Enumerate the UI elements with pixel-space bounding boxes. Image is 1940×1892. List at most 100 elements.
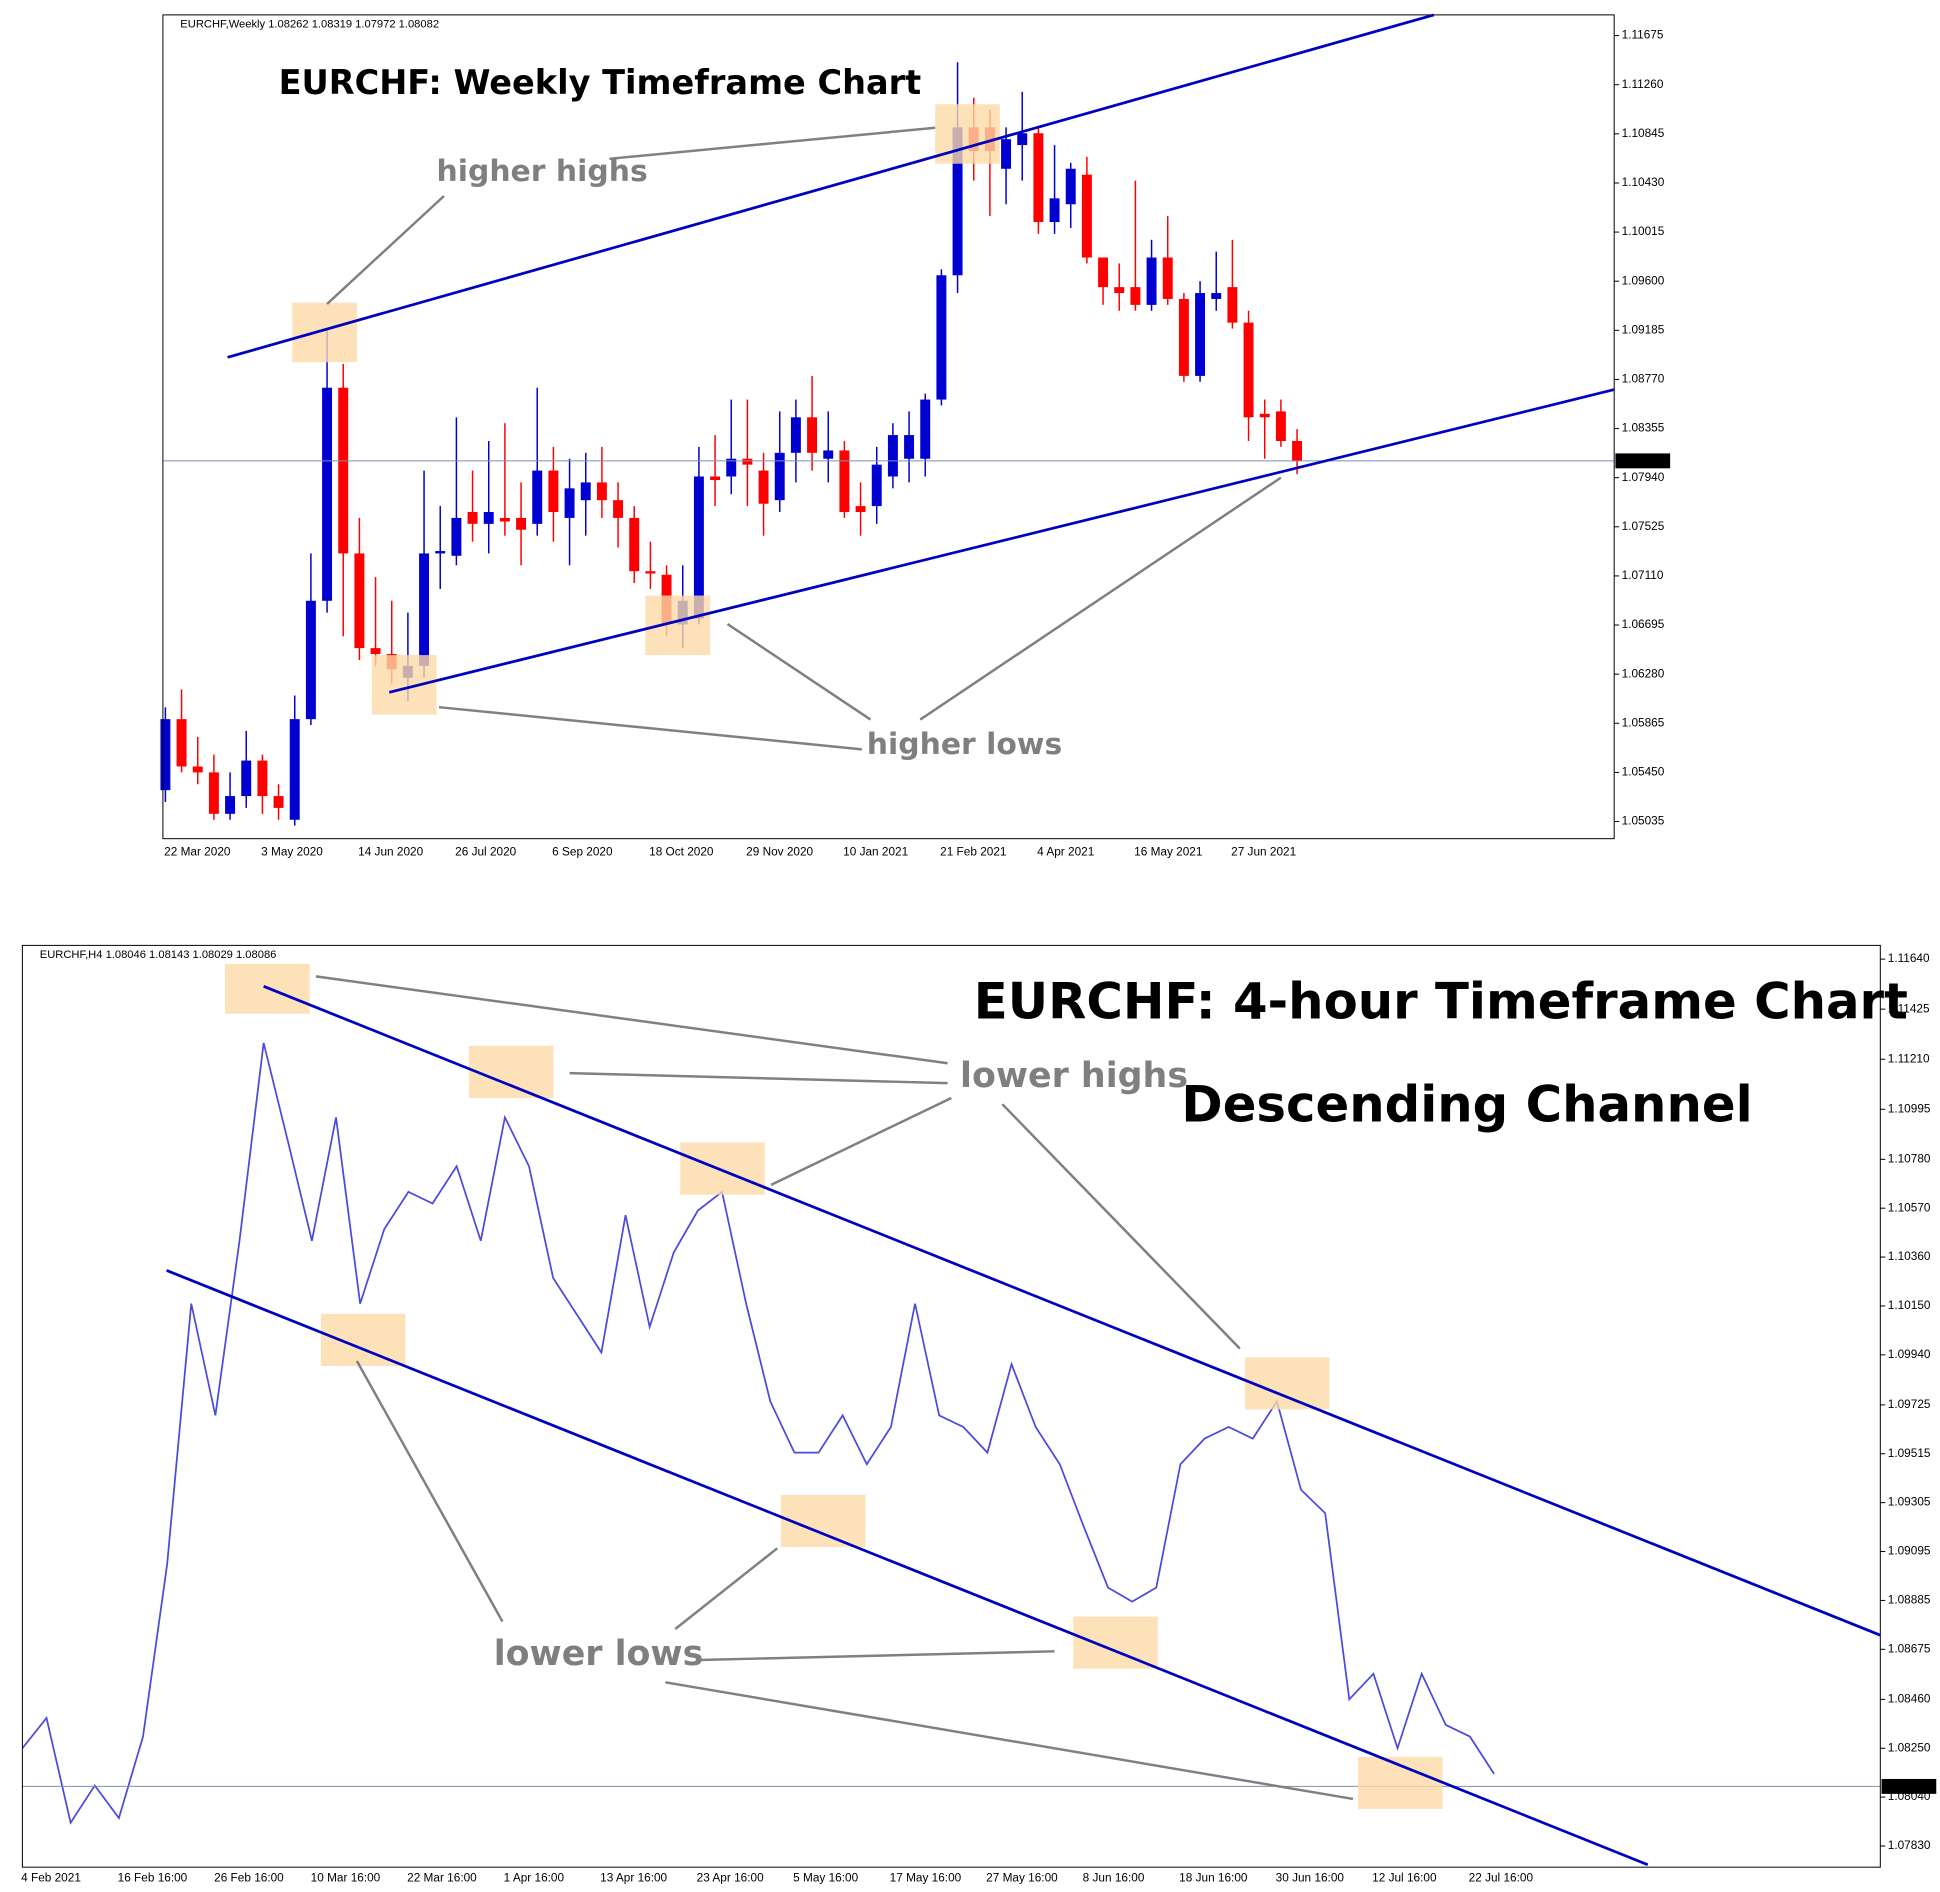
candle-body bbox=[1001, 139, 1012, 169]
y-tick-label: 1.11260 bbox=[1622, 77, 1664, 91]
highlight-box bbox=[1244, 1357, 1330, 1410]
candle-body bbox=[1114, 287, 1125, 294]
y-tick-label: 1.09515 bbox=[1888, 1446, 1931, 1460]
candle-body bbox=[1259, 413, 1270, 418]
candle-body bbox=[176, 719, 187, 767]
y-tick-label: 1.08770 bbox=[1622, 372, 1665, 386]
connector bbox=[665, 1681, 1354, 1801]
y-tick-label: 1.10845 bbox=[1622, 126, 1665, 140]
connector bbox=[326, 195, 445, 305]
connector bbox=[698, 1650, 1055, 1662]
candle-body bbox=[936, 275, 947, 400]
y-tick-label: 1.09185 bbox=[1622, 322, 1665, 336]
candle-body bbox=[952, 127, 963, 276]
y-tick-label: 1.05035 bbox=[1622, 814, 1665, 828]
candle-body bbox=[435, 551, 446, 554]
candle-body bbox=[1146, 257, 1157, 305]
candle-body bbox=[758, 470, 769, 504]
connector bbox=[919, 476, 1282, 721]
y-tick-label: 1.10430 bbox=[1622, 175, 1665, 189]
x-tick-label: 1 Apr 16:00 bbox=[504, 1870, 565, 1884]
x-tick-label: 17 May 16:00 bbox=[890, 1870, 962, 1884]
candle-body bbox=[904, 435, 915, 459]
x-tick-label: 18 Oct 2020 bbox=[649, 844, 714, 858]
y-tick-label: 1.09600 bbox=[1622, 273, 1665, 287]
x-tick-label: 4 Feb 2021 bbox=[21, 1870, 81, 1884]
candle-body bbox=[370, 648, 381, 655]
chart-title: EURCHF: 4-hour Timeframe Chart bbox=[974, 972, 1908, 1030]
candle-body bbox=[871, 464, 882, 507]
candle-body bbox=[807, 417, 818, 453]
candle-body bbox=[1195, 293, 1206, 376]
x-tick-label: 4 Apr 2021 bbox=[1037, 844, 1094, 858]
y-tick-label: 1.07525 bbox=[1622, 519, 1665, 533]
highlight-box bbox=[320, 1313, 406, 1366]
candle-body bbox=[920, 399, 931, 459]
candle-body bbox=[192, 766, 203, 773]
x-tick-label: 27 May 16:00 bbox=[986, 1870, 1058, 1884]
x-tick-label: 14 Jun 2020 bbox=[358, 844, 423, 858]
x-tick-label: 3 May 2020 bbox=[261, 844, 323, 858]
candle-body bbox=[273, 796, 284, 808]
connector bbox=[609, 126, 936, 161]
candle-body bbox=[1017, 133, 1028, 146]
connector bbox=[1001, 1103, 1241, 1350]
channel-line bbox=[166, 1269, 1649, 1866]
y-tick-label: 1.08460 bbox=[1888, 1691, 1931, 1705]
x-tick-label: 6 Sep 2020 bbox=[552, 844, 613, 858]
y-tick-label: 1.05450 bbox=[1622, 765, 1665, 779]
last-price-label: 1.08082 bbox=[1618, 453, 1661, 467]
candle-body bbox=[1178, 298, 1189, 376]
connector bbox=[355, 1360, 504, 1623]
y-tick-label: 1.08250 bbox=[1888, 1740, 1931, 1754]
y-tick-label: 1.09305 bbox=[1888, 1495, 1931, 1509]
h4-chart: 1.08086 22 Jul 16:00 12 Jul 16:00 30 Jun 16… bbox=[21, 944, 1937, 1884]
x-tick-label: 13 Apr 16:00 bbox=[600, 1870, 667, 1884]
y-tick-label: 1.08885 bbox=[1888, 1593, 1931, 1607]
last-price-label: 1.08086 bbox=[1884, 1779, 1927, 1793]
connector bbox=[674, 1547, 779, 1630]
candle-body bbox=[354, 553, 365, 649]
y-tick-label: 1.09940 bbox=[1888, 1347, 1931, 1361]
candle-body bbox=[580, 482, 591, 501]
candle-body bbox=[451, 517, 462, 556]
connector bbox=[770, 1096, 952, 1186]
candle-body bbox=[499, 517, 510, 522]
candle-body bbox=[855, 506, 866, 513]
candle-body bbox=[1081, 174, 1092, 258]
candle-body bbox=[289, 719, 300, 820]
highlight-box bbox=[468, 1045, 554, 1098]
y-tick-label: 1.10150 bbox=[1888, 1298, 1931, 1312]
x-tick-label: 29 Nov 2020 bbox=[746, 844, 813, 858]
x-tick-label: 12 Jul 16:00 bbox=[1372, 1870, 1437, 1884]
y-tick-label: 1.07830 bbox=[1888, 1838, 1931, 1852]
y-tick-label: 1.08040 bbox=[1888, 1789, 1931, 1803]
last-price-box bbox=[1615, 453, 1671, 469]
candle-body bbox=[1098, 257, 1109, 288]
candle-body bbox=[257, 760, 268, 797]
y-tick-label: 1.07110 bbox=[1622, 568, 1664, 582]
plot-frame bbox=[21, 944, 1881, 1868]
highlight-box bbox=[780, 1494, 866, 1548]
x-tick-label: 16 May 2021 bbox=[1134, 844, 1202, 858]
x-tick-label: 16 Feb 16:00 bbox=[118, 1870, 188, 1884]
y-tick-label: 1.10015 bbox=[1622, 224, 1665, 238]
x-tick-label: 23 Apr 16:00 bbox=[697, 1870, 764, 1884]
candle-body bbox=[710, 476, 721, 481]
candle-body bbox=[887, 435, 898, 477]
x-tick-label: 18 Jun 16:00 bbox=[1179, 1870, 1248, 1884]
candle-body bbox=[1211, 293, 1222, 299]
candle-body bbox=[1243, 322, 1254, 418]
y-tick-label: 1.09725 bbox=[1888, 1397, 1931, 1411]
candle-body bbox=[1130, 287, 1141, 305]
candle-body bbox=[629, 517, 640, 572]
candle-body bbox=[322, 387, 333, 601]
candle-body bbox=[483, 512, 494, 524]
trend-line bbox=[227, 13, 1435, 359]
candle-body bbox=[548, 470, 559, 513]
y-tick-label: 1.06280 bbox=[1622, 666, 1665, 680]
highlight-box bbox=[680, 1142, 765, 1195]
chart-subtitle: Descending Channel bbox=[1181, 1075, 1752, 1133]
y-tick-label: 1.10360 bbox=[1888, 1249, 1931, 1263]
candle-body bbox=[1292, 440, 1303, 462]
